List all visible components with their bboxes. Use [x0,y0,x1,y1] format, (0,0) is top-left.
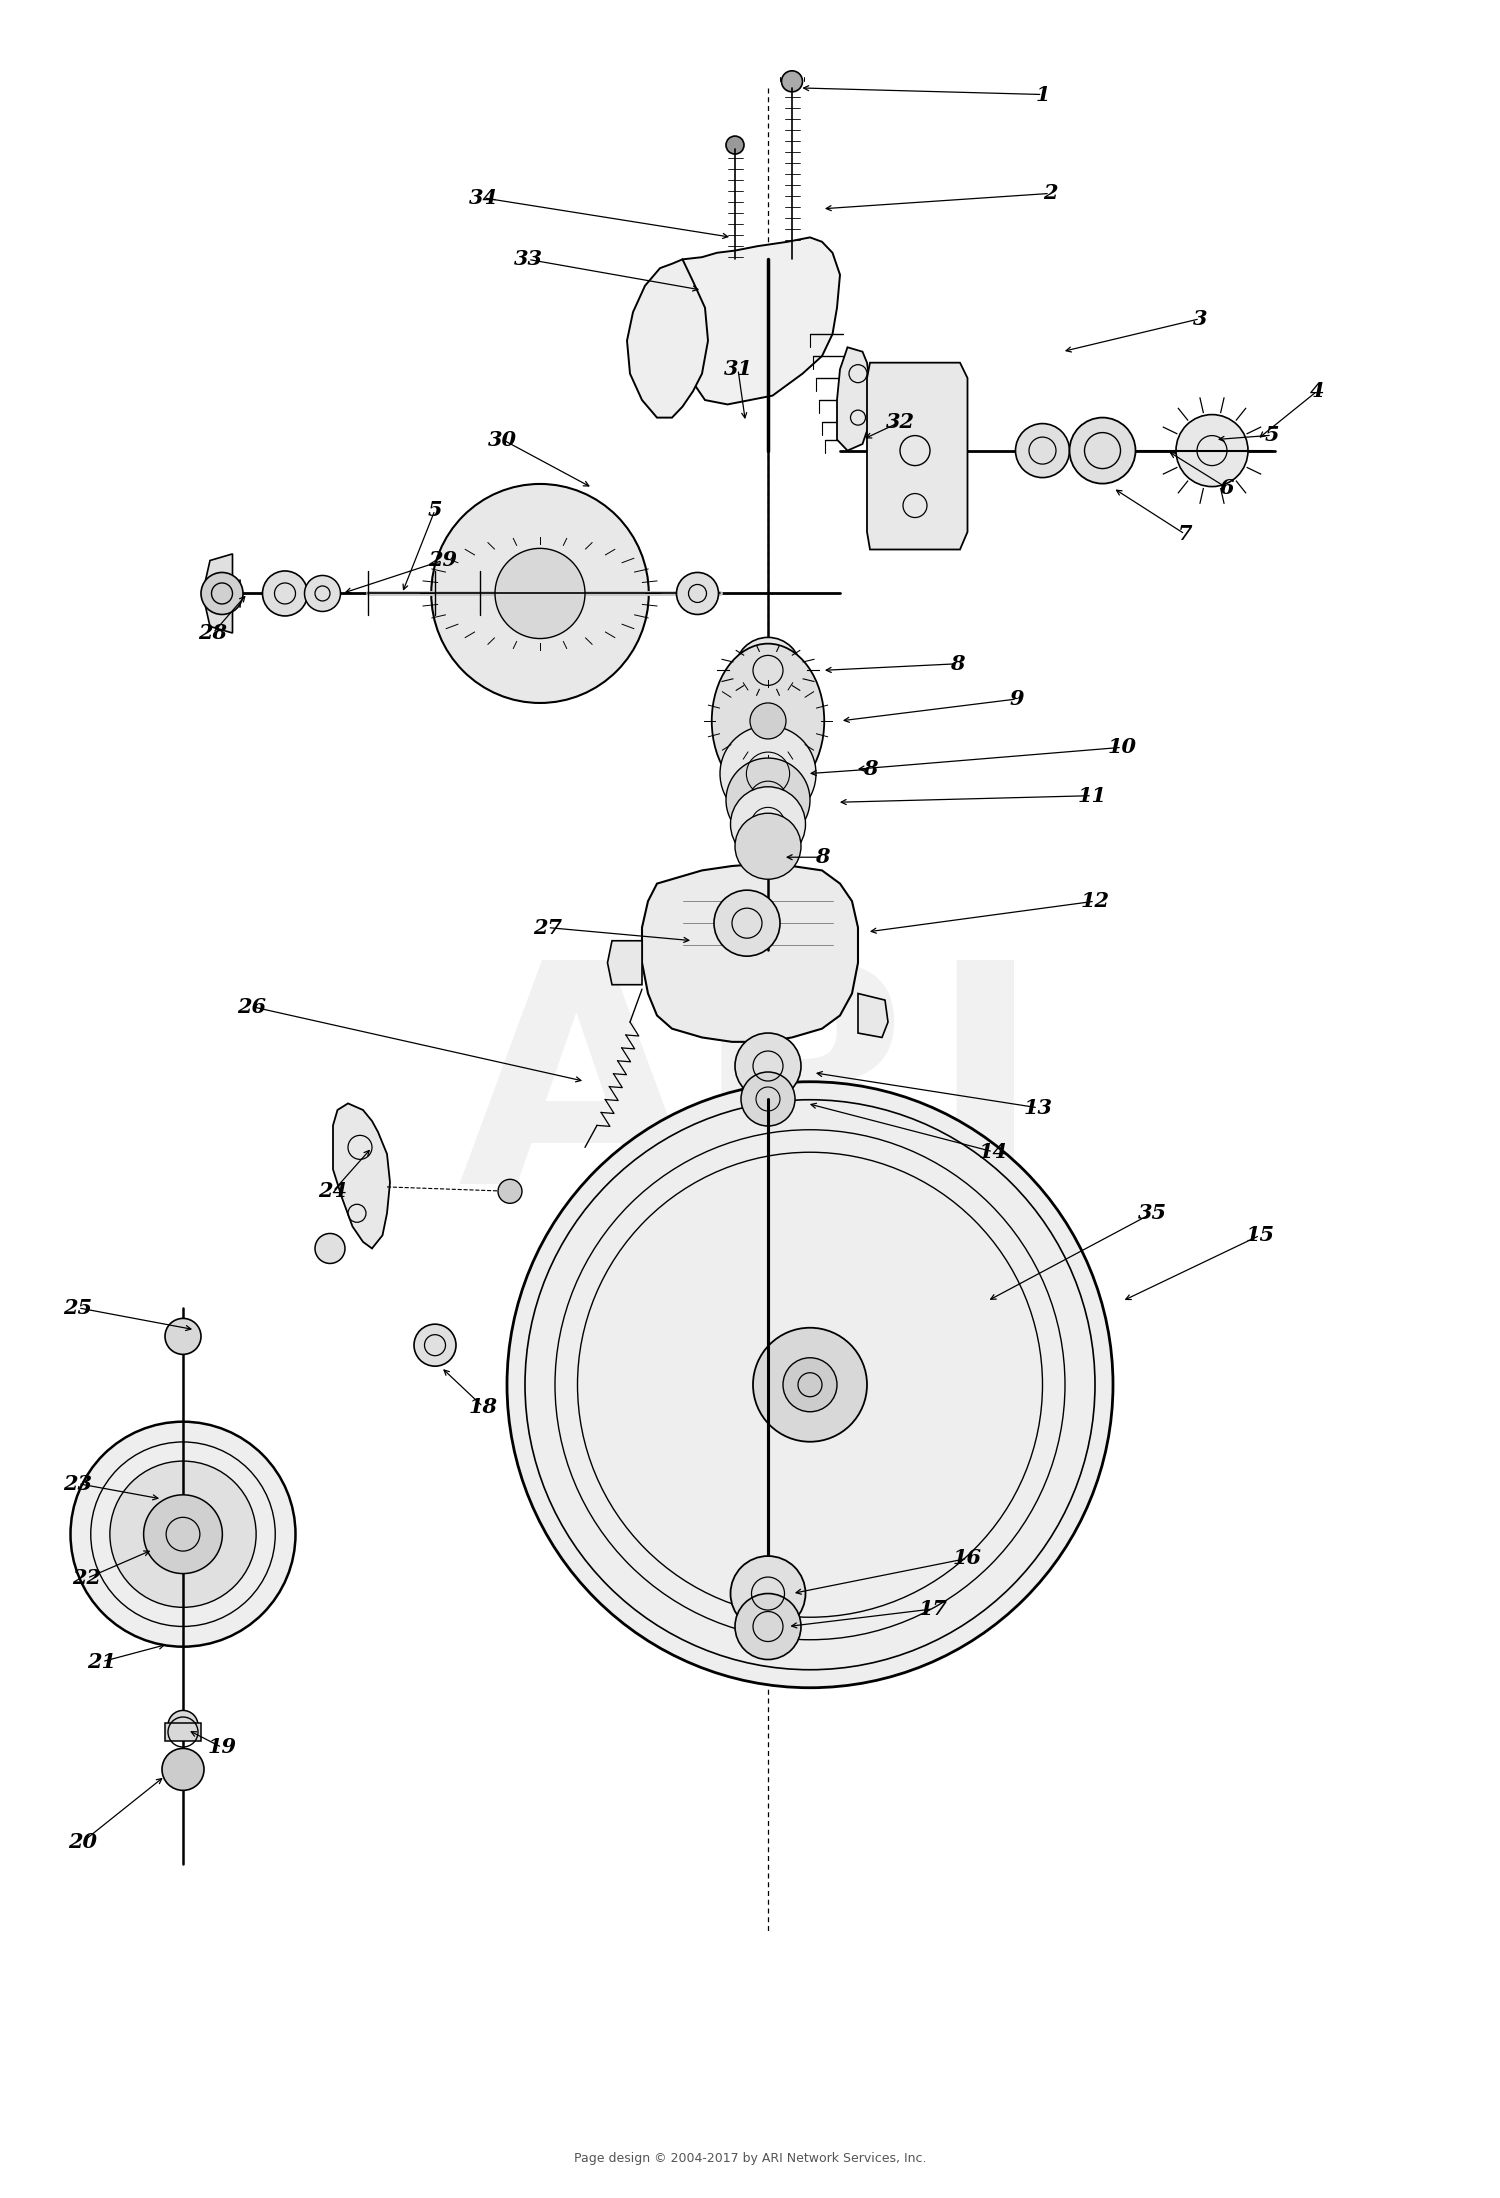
Text: 12: 12 [1080,890,1110,912]
Circle shape [304,576,340,611]
Circle shape [735,813,801,879]
Circle shape [726,136,744,154]
Polygon shape [627,259,708,418]
Text: 32: 32 [885,411,915,433]
Polygon shape [663,237,840,404]
Circle shape [714,890,780,956]
Text: 29: 29 [427,550,458,571]
Circle shape [750,703,786,739]
Polygon shape [867,363,968,550]
Text: 16: 16 [952,1547,982,1569]
Circle shape [498,1180,522,1202]
Circle shape [315,1233,345,1264]
Circle shape [753,1328,867,1442]
Text: 17: 17 [918,1598,948,1620]
Circle shape [1016,424,1070,477]
Text: 11: 11 [1077,785,1107,807]
Ellipse shape [495,547,585,640]
Text: 31: 31 [723,358,753,380]
Text: 13: 13 [1023,1097,1053,1119]
Polygon shape [642,864,858,1042]
Text: 7: 7 [1178,523,1192,545]
Ellipse shape [711,644,825,798]
Text: 8: 8 [815,846,830,868]
Text: 30: 30 [488,429,518,451]
Circle shape [165,1319,201,1354]
Text: 8: 8 [950,653,964,675]
Polygon shape [202,554,232,633]
Circle shape [735,1033,801,1099]
Polygon shape [165,1723,201,1741]
Text: 27: 27 [532,917,562,939]
Text: 6: 6 [1220,477,1234,499]
Circle shape [168,1710,198,1741]
Text: 3: 3 [1192,308,1208,330]
Polygon shape [608,941,642,985]
Text: 4: 4 [1310,380,1324,402]
Text: 2: 2 [1042,182,1058,204]
Text: 22: 22 [72,1567,102,1589]
Text: 9: 9 [1010,688,1025,710]
Circle shape [70,1422,296,1646]
Text: 14: 14 [978,1141,1008,1163]
Circle shape [720,725,816,822]
Polygon shape [837,347,870,451]
Circle shape [144,1495,222,1574]
Circle shape [783,1358,837,1411]
Text: 10: 10 [1107,736,1137,758]
Circle shape [730,787,806,862]
Text: 8: 8 [862,758,877,780]
Text: 20: 20 [68,1831,98,1853]
Text: ARI: ARI [458,950,1042,1248]
Circle shape [741,1073,795,1125]
Circle shape [110,1462,256,1607]
Circle shape [201,571,243,615]
Polygon shape [858,993,888,1037]
Circle shape [507,1081,1113,1688]
Polygon shape [333,1103,390,1248]
Circle shape [1070,418,1136,484]
Text: 23: 23 [63,1473,93,1495]
Text: 26: 26 [237,996,267,1018]
Text: 21: 21 [87,1651,117,1673]
Text: 24: 24 [318,1180,348,1202]
Circle shape [735,637,801,703]
Text: 34: 34 [468,187,498,209]
Circle shape [262,571,308,615]
Circle shape [1176,415,1248,486]
Text: 5: 5 [1264,424,1280,446]
Circle shape [414,1323,456,1367]
Circle shape [726,758,810,842]
Text: 18: 18 [468,1396,498,1418]
Text: 5: 5 [427,499,442,521]
Circle shape [782,70,802,92]
Text: 35: 35 [1137,1202,1167,1224]
Circle shape [730,1556,806,1631]
Ellipse shape [432,484,648,703]
Text: 33: 33 [513,248,543,270]
Circle shape [735,1594,801,1659]
Text: 19: 19 [207,1736,237,1758]
Text: 15: 15 [1245,1224,1275,1246]
Text: 28: 28 [198,622,228,644]
Text: Page design © 2004-2017 by ARI Network Services, Inc.: Page design © 2004-2017 by ARI Network S… [573,2152,926,2165]
Circle shape [676,571,718,615]
Circle shape [162,1747,204,1791]
Text: 25: 25 [63,1297,93,1319]
Text: 1: 1 [1035,84,1050,106]
